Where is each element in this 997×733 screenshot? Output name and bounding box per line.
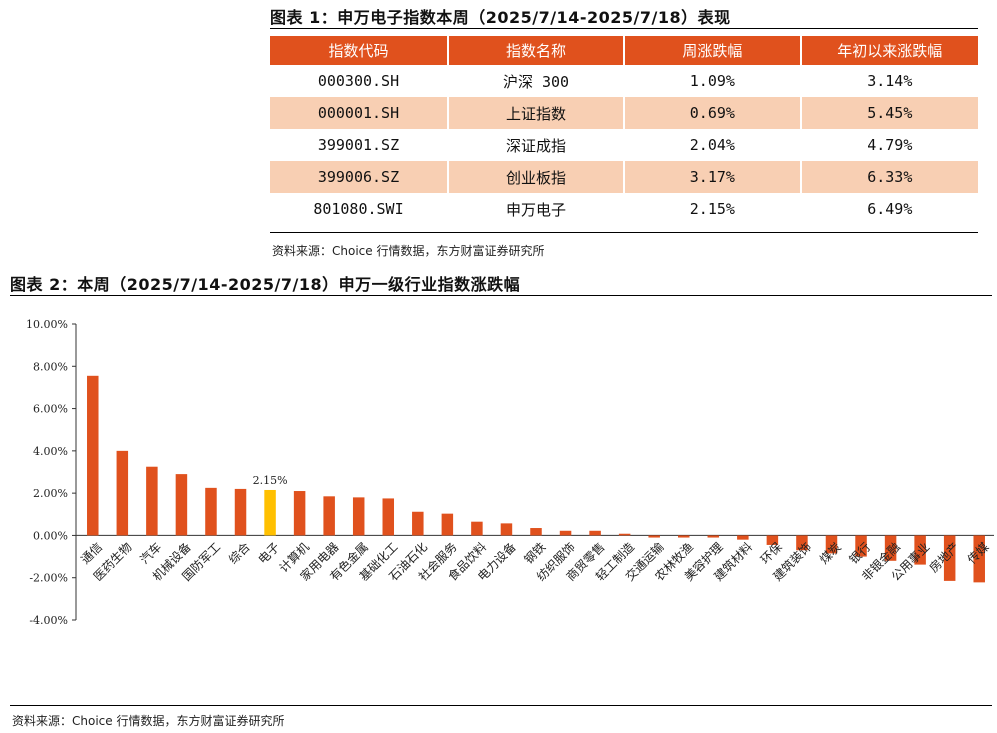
cell-code: 000001.SH: [270, 97, 449, 129]
chart-bottom-rule: [10, 705, 992, 706]
bar-21: [677, 535, 690, 538]
cell-code: 000300.SH: [270, 65, 449, 97]
header-weekly-change: 周涨跌幅: [624, 36, 802, 65]
cell-name: 深证成指: [447, 129, 626, 161]
bar-18: [589, 530, 601, 536]
y-tick-label: 8.00%: [33, 360, 68, 373]
cell-ytd: 3.14%: [867, 72, 913, 90]
bar-2: [116, 450, 129, 536]
bar-14: [471, 521, 483, 536]
cell-name: 申万电子: [447, 193, 626, 225]
cell-ytd: 6.49%: [867, 200, 913, 218]
y-tick-label: 10.00%: [26, 318, 68, 331]
cell-ytd: 5.45%: [800, 97, 978, 129]
y-tick-label: -2.00%: [29, 572, 68, 585]
table-row: 000300.SH 沪深 300 1.09% 3.14%: [270, 65, 978, 97]
chart-source: 资料来源：Choice 行情数据，东方财富证券研究所: [12, 714, 285, 728]
y-tick-label: 4.00%: [33, 445, 68, 458]
bar-12: [412, 511, 424, 536]
header-name: 指数名称: [447, 36, 626, 65]
y-axis: -4.00% -2.00% 0.00% 2.00% 4.00% 6.00% 8.00% 10.…: [26, 318, 994, 627]
bar-5: [205, 487, 217, 536]
bar-9: [323, 496, 335, 536]
index-performance-table: 指数代码 指数名称 周涨跌幅 年初以来涨跌幅 000300.SH 沪深 300 …: [270, 36, 978, 225]
chart-title: 图表 2：本周（2025/7/14-2025/7/18）申万一级行业指数涨跌幅: [10, 275, 521, 294]
bar-24: [766, 535, 779, 545]
bar-8: [293, 491, 306, 536]
bar-22: [707, 535, 720, 538]
y-tick-label: 2.00%: [33, 487, 68, 500]
bar-20: [648, 535, 660, 538]
bar-30: [943, 535, 956, 581]
cell-name: 沪深 300: [447, 65, 626, 97]
cell-weekly: 3.17%: [624, 161, 802, 193]
cell-code: 801080.SWI: [270, 193, 449, 225]
table-row: 399006.SZ 创业板指 3.17% 6.33%: [270, 161, 978, 193]
cell-name: 上证指数: [447, 97, 626, 129]
cell-code: 399006.SZ: [270, 161, 449, 193]
bar-6: [234, 488, 247, 536]
bar-19: [618, 533, 631, 536]
cell-weekly: 2.04%: [624, 129, 802, 161]
cell-ytd: 4.79%: [867, 136, 913, 154]
bar-23: [737, 535, 749, 540]
bars: [87, 375, 985, 583]
chart-title-rule: [10, 295, 992, 296]
x-tick-label: 传媒: [964, 539, 992, 567]
x-tick-label: 煤炭: [817, 540, 844, 567]
cell-weekly: 1.09%: [624, 65, 802, 97]
table-row: 000001.SH 上证指数 0.69% 5.45%: [270, 97, 978, 129]
bar-27: [855, 535, 867, 557]
cell-ytd: 6.33%: [800, 161, 978, 193]
x-tick-label: 综合: [225, 539, 253, 567]
bar-25: [796, 535, 808, 551]
bar-16: [530, 528, 542, 536]
y-tick-label: 0.00%: [33, 529, 68, 542]
header-ytd-change: 年初以来涨跌幅: [800, 36, 978, 65]
cell-weekly: 0.69%: [624, 97, 802, 129]
table-source: 资料来源：Choice 行情数据，东方财富证券研究所: [272, 244, 545, 258]
bar-17: [559, 530, 572, 536]
table-title-rule: [270, 28, 978, 29]
industry-bar-chart: -4.00% -2.00% 0.00% 2.00% 4.00% 6.00% 8.00% 10.…: [26, 318, 994, 627]
table-title: 图表 1：申万电子指数本周（2025/7/14-2025/7/18）表现: [270, 8, 731, 27]
bar-31: [973, 535, 985, 583]
cell-name: 创业板指: [447, 161, 626, 193]
bar-4: [175, 474, 188, 536]
bar-13: [441, 513, 454, 536]
y-tick-label: 6.00%: [33, 403, 68, 416]
table-header-row: 指数代码 指数名称 周涨跌幅 年初以来涨跌幅: [270, 36, 978, 65]
bar-15: [500, 523, 513, 536]
bar-1: [87, 375, 99, 536]
bar-28: [884, 535, 897, 561]
bar-11: [382, 498, 395, 536]
bar-26: [825, 535, 838, 554]
y-tick-label: -4.00%: [29, 614, 68, 627]
header-code: 指数代码: [270, 36, 449, 65]
bar-3: [146, 466, 158, 536]
bar-7: [264, 489, 276, 536]
data-labels: 2.15%: [253, 474, 288, 487]
bar-10: [352, 497, 365, 536]
table-bottom-rule: [270, 232, 978, 233]
table-row: 801080.SWI 申万电子 2.15% 6.49%: [270, 193, 978, 225]
cell-code: 399001.SZ: [270, 129, 449, 161]
bar-29: [914, 535, 926, 565]
cell-weekly: 2.15%: [624, 193, 802, 225]
data-label: 2.15%: [253, 474, 288, 487]
table-row: 399001.SZ 深证成指 2.04% 4.79%: [270, 129, 978, 161]
